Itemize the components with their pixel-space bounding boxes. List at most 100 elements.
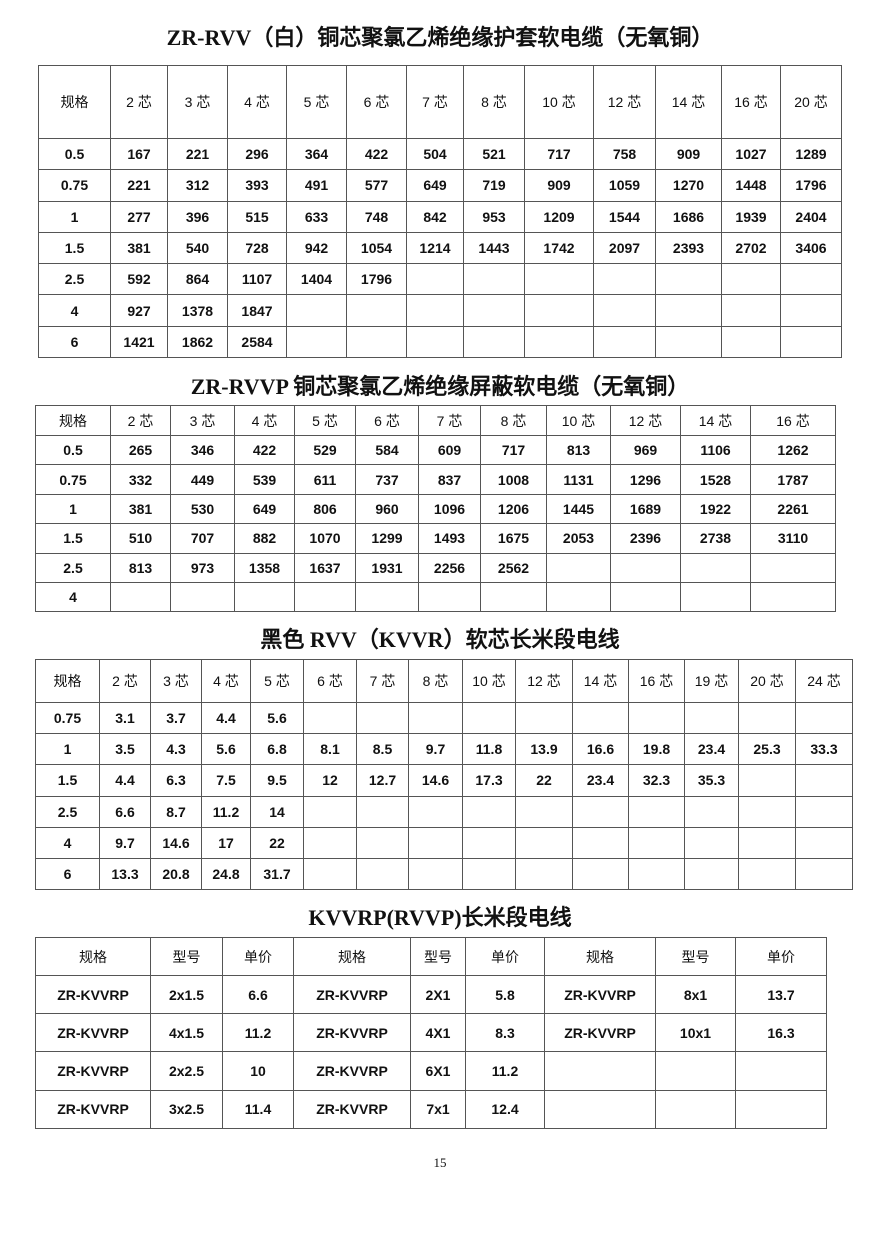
column-header: 6 芯: [355, 405, 419, 436]
table-cell: 1214: [406, 231, 464, 265]
table-cell: [593, 325, 656, 359]
table-cell: 1493: [418, 523, 481, 554]
row-label: ZR-KVVRP: [35, 1051, 151, 1091]
table-cell: 1059: [593, 169, 656, 202]
table-cell: 5.8: [465, 974, 545, 1015]
table-cell: [356, 857, 409, 891]
table-cell: 4x1.5: [150, 1013, 223, 1053]
table-cell: 2097: [593, 231, 656, 265]
table-cell: [655, 294, 722, 327]
table-cell: [303, 701, 357, 735]
table-cell: 806: [294, 493, 356, 525]
column-header: 12 芯: [593, 65, 656, 139]
column-header: 4 芯: [201, 659, 251, 703]
table-cell: 633: [286, 200, 347, 233]
table-3-title: 黑色 RVV（KVVR）软芯长米段电线: [260, 627, 620, 652]
column-header: 14 芯: [572, 659, 629, 703]
table-cell: [735, 1051, 827, 1091]
table-cell: 23.4: [684, 733, 739, 766]
table-cell: 1445: [546, 493, 611, 525]
column-header: 5 芯: [286, 65, 347, 139]
table-cell: [544, 1089, 656, 1129]
table-cell: [780, 294, 842, 327]
table-cell: 19.8: [628, 733, 685, 766]
table-cell: 813: [110, 552, 171, 583]
table-row: ZR-KVVRP 4x1.5 11.2 ZR-KVVRP 4X1 8.3 ZR-KVVRP 1…: [35, 1013, 827, 1053]
table-cell: [572, 826, 629, 859]
table-cell: 1796: [780, 169, 842, 202]
table-row: 4 927 1378 1847: [38, 294, 842, 327]
table-cell: 221: [110, 169, 168, 202]
table-cell: 296: [227, 137, 287, 171]
table-cell: 1544: [593, 200, 656, 233]
table-cell: 11.8: [462, 733, 516, 766]
table-cell: 1787: [750, 464, 836, 495]
table-cell: 5.6: [201, 733, 251, 766]
table-cell: [110, 581, 171, 613]
table-cell: 1070: [294, 523, 356, 554]
row-label: 4: [35, 581, 111, 613]
table-cell: 1922: [680, 493, 751, 525]
table-cell: 13.7: [735, 974, 827, 1015]
table-cell: [355, 581, 419, 613]
table-cell: 1096: [418, 493, 481, 525]
row-label: 1: [35, 733, 100, 766]
table-cell: 2404: [780, 200, 842, 233]
table-cell: 1008: [480, 464, 547, 495]
table-cell: ZR-KVVRP: [544, 974, 656, 1015]
table-cell: [462, 826, 516, 859]
table-cell: 312: [167, 169, 228, 202]
column-header: 12 芯: [610, 405, 681, 436]
column-header: 型号: [655, 937, 736, 976]
column-header: 规格: [38, 65, 111, 139]
column-header: 2 芯: [99, 659, 151, 703]
table-cell: ZR-KVVRP: [293, 1051, 411, 1091]
table-cell: 953: [463, 200, 525, 233]
table-cell: [610, 581, 681, 613]
table-cell: [655, 1089, 736, 1129]
table-cell: 748: [346, 200, 407, 233]
table-cell: [655, 325, 722, 359]
table-cell: [684, 857, 739, 891]
table-cell: [294, 581, 356, 613]
table-cell: 837: [418, 464, 481, 495]
table-cell: 1262: [750, 434, 836, 466]
row-label: ZR-KVVRP: [35, 974, 151, 1015]
table-cell: 6.6: [99, 795, 151, 828]
table-cell: 882: [234, 523, 295, 554]
column-header: 规格: [35, 937, 151, 976]
table-cell: 265: [110, 434, 171, 466]
table-cell: 1299: [355, 523, 419, 554]
table-row: 4 9.7 14.6 17 22: [35, 826, 853, 859]
table-cell: 504: [406, 137, 464, 171]
table-row: 1.5 4.4 6.3 7.5 9.5 12 12.7 14.6 17.3 22 23.4 32.3 3…: [35, 764, 853, 797]
table-cell: 25.3: [738, 733, 796, 766]
table-cell: 11.2: [222, 1013, 294, 1053]
column-header: 规格: [35, 659, 100, 703]
table-cell: 1675: [480, 523, 547, 554]
table-cell: [408, 826, 463, 859]
table-cell: [721, 263, 781, 296]
table-cell: [462, 701, 516, 735]
table-cell: 864: [167, 263, 228, 296]
table-cell: 33.3: [795, 733, 853, 766]
table-row: 2.5 6.6 8.7 11.2 14: [35, 795, 853, 828]
table-cell: 1054: [346, 231, 407, 265]
table-cell: 1637: [294, 552, 356, 583]
row-label: 4: [38, 294, 111, 327]
table-cell: 540: [167, 231, 228, 265]
table-cell: 2053: [546, 523, 611, 554]
row-label: 6: [38, 325, 111, 359]
table-cell: [684, 701, 739, 735]
table-cell: [628, 795, 685, 828]
table-2-title: ZR-RVVP 铜芯聚氯乙烯绝缘屏蔽软电缆（无氧铜）: [190, 374, 690, 399]
table-cell: 12: [303, 764, 357, 797]
table-row: 6 13.3 20.8 24.8 31.7: [35, 857, 853, 891]
row-label: 0.5: [35, 434, 111, 466]
table-cell: 8.5: [356, 733, 409, 766]
table-cell: [480, 581, 547, 613]
column-header: 16 芯: [721, 65, 781, 139]
table-cell: 393: [227, 169, 287, 202]
column-header: 型号: [410, 937, 466, 976]
